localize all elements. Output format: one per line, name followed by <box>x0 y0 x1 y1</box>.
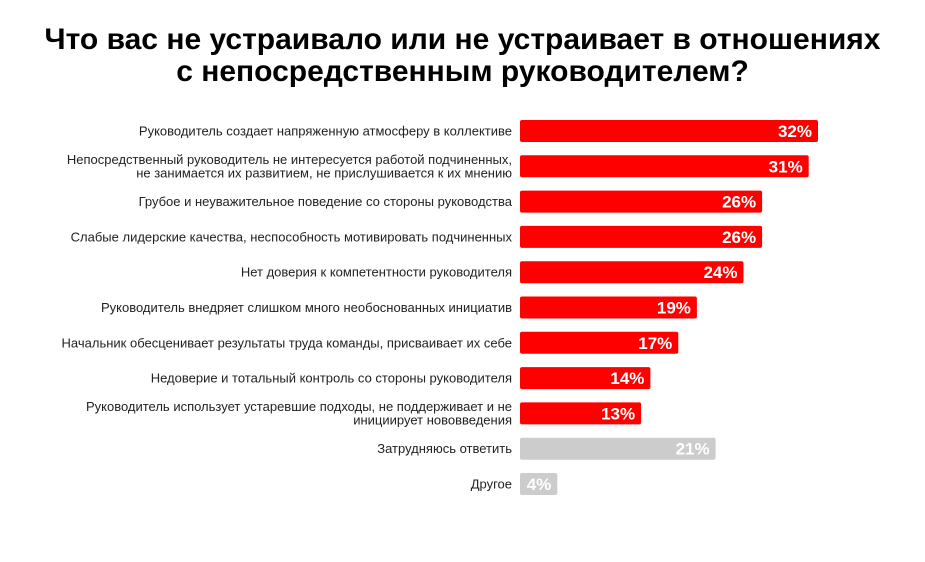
bar <box>520 155 809 178</box>
category-label: инициирует нововведения <box>353 413 512 428</box>
category-label: Затрудняюсь ответить <box>377 441 512 456</box>
chart-title: Что вас не устраивало или не устраивает … <box>0 24 925 88</box>
category-label: Недоверие и тотальный контроль со сторон… <box>151 371 512 386</box>
category-label: Начальник обесценивает результаты труда … <box>62 335 512 350</box>
bar <box>520 225 763 248</box>
category-label: Грубое и неуважительное поведение со сто… <box>139 194 513 209</box>
bar <box>520 473 558 495</box>
bar-row: Руководитель внедряет слишком много необ… <box>101 296 697 319</box>
value-label: 19% <box>657 299 691 318</box>
bar <box>520 437 716 460</box>
value-label: 17% <box>638 334 672 353</box>
bar <box>520 120 818 142</box>
value-label: 13% <box>601 404 635 423</box>
value-label: 26% <box>722 193 756 212</box>
bar-row: Другое 4% <box>471 473 558 495</box>
category-label: Непосредственный руководитель не интерес… <box>67 152 512 167</box>
bar <box>520 367 651 390</box>
bar-row: Руководитель создает напряженную атмосфе… <box>139 120 818 142</box>
bar <box>520 296 697 319</box>
category-label: Нет доверия к компетентности руководител… <box>241 265 512 280</box>
bar <box>520 402 642 425</box>
category-label: Руководитель использует устаревшие подхо… <box>86 399 512 414</box>
chart-title-line-2: с непосредственным руководителем? <box>176 55 749 88</box>
value-label: 14% <box>610 369 644 388</box>
bar-row: Нет доверия к компетентности руководител… <box>241 261 744 284</box>
category-label: Другое <box>471 477 512 492</box>
category-label: Руководитель внедряет слишком много необ… <box>101 300 512 315</box>
bar <box>520 261 744 284</box>
bar-row: Начальник обесценивает результаты труда … <box>62 331 679 354</box>
bar-row: Грубое и неуважительное поведение со сто… <box>139 190 763 213</box>
value-label: 21% <box>676 440 710 459</box>
category-label: не занимается их развитием, не прислушив… <box>136 166 512 181</box>
category-label: Слабые лидерские качества, неспособность… <box>71 229 513 244</box>
bar <box>520 190 763 213</box>
value-label: 24% <box>703 263 737 282</box>
value-label: 32% <box>778 122 812 141</box>
value-label: 4% <box>527 475 552 494</box>
bar-row: Затрудняюсь ответить 21% <box>377 437 716 460</box>
bar-row: Недоверие и тотальный контроль со сторон… <box>151 367 651 390</box>
value-label: 26% <box>722 228 756 247</box>
chart-title-line-1: Что вас не устраивало или не устраивает … <box>44 23 881 56</box>
bar-row: Слабые лидерские качества, неспособность… <box>71 225 763 248</box>
value-label: 31% <box>769 157 803 176</box>
bar-row: Непосредственный руководитель не интерес… <box>67 152 809 181</box>
bar <box>520 331 679 354</box>
category-label: Руководитель создает напряженную атмосфе… <box>139 124 512 139</box>
bar-row: Руководитель использует устаревшие подхо… <box>86 399 642 428</box>
